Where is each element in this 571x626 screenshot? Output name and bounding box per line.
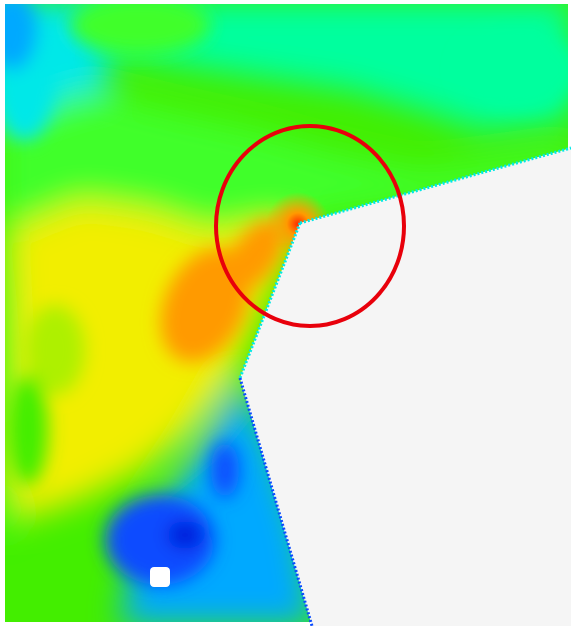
cyan-top-right bbox=[460, 30, 568, 110]
highlight-circle bbox=[214, 124, 406, 328]
void-speck bbox=[150, 567, 170, 587]
solid-region bbox=[240, 148, 571, 626]
dark-blue-spot-2 bbox=[211, 442, 239, 498]
boundary-edge-lower bbox=[238, 377, 314, 626]
lime-pocket bbox=[25, 305, 85, 395]
cyan-pocket bbox=[105, 495, 215, 585]
light-green-top bbox=[70, 4, 210, 55]
sky-left bbox=[5, 4, 37, 70]
green-pocket bbox=[8, 375, 48, 485]
dark-blue-spot bbox=[167, 521, 203, 549]
boundary-edge-top bbox=[299, 146, 571, 225]
